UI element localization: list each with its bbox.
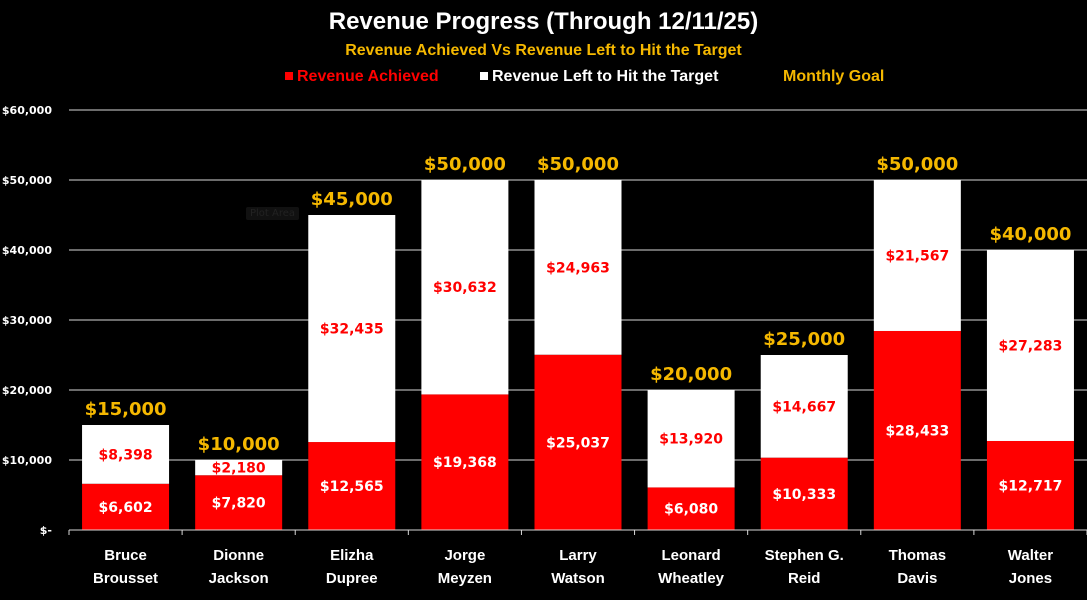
x-tick-label: Meyzen [438,570,492,587]
data-label-goal: $50,000 [537,154,619,175]
legend-item-goal[interactable]: Monthly Goal [783,68,884,86]
y-tick-label: $20,000 [2,384,52,397]
data-label-goal: $40,000 [989,224,1071,245]
data-label-left: $21,567 [885,248,949,264]
data-label-achieved: $6,080 [664,502,718,518]
y-tick-label: $10,000 [2,454,52,467]
data-label-left: $27,283 [999,338,1063,354]
data-label-left: $2,180 [212,461,266,477]
x-tick-label: Jorge [444,547,485,564]
legend-swatch-left [480,72,488,80]
bar-left [195,460,283,476]
x-tick-label: Elizha [330,547,374,564]
x-tick-label: Stephen G. [765,547,844,564]
x-tick-label: Wheatley [658,570,725,587]
data-label-goal: $10,000 [198,434,280,455]
bar-achieved [760,457,848,530]
data-label-goal: $20,000 [650,364,732,385]
data-label-achieved: $12,717 [999,478,1063,494]
data-label-goal: $15,000 [85,399,167,420]
x-tick-label: Dionne [213,547,264,564]
legend-item-achieved[interactable]: Revenue Achieved [285,68,439,86]
bar-left [760,355,848,458]
legend: Revenue Achieved Revenue Left to Hit the… [0,68,1087,88]
x-tick-label: Thomas [889,547,947,564]
y-tick-label: $40,000 [2,244,52,257]
plot-area-tooltip: Plot Area [246,207,300,220]
y-tick-label: $- [40,524,52,537]
legend-label-achieved: Revenue Achieved [297,68,439,85]
x-tick-label: Walter [1008,547,1053,564]
data-label-achieved: $19,368 [433,455,497,471]
x-tick-label: Bruce [104,547,147,564]
data-label-achieved: $7,820 [212,496,266,512]
bar-achieved [82,483,170,530]
chart-title: Revenue Progress (Through 12/11/25) [328,8,759,35]
bar-achieved [873,330,961,530]
bar-left [308,215,396,443]
data-label-goal: $25,000 [763,329,845,350]
bar-achieved [647,487,735,530]
data-label-left: $30,632 [433,280,497,296]
legend-item-left[interactable]: Revenue Left to Hit the Target [480,68,718,86]
bar-achieved [534,354,622,530]
bar-left [82,425,170,484]
bar-achieved [421,394,509,530]
x-tick-label: Jackson [209,570,269,587]
data-label-left: $32,435 [320,322,384,338]
data-label-achieved: $10,333 [772,487,836,503]
bar-achieved [195,475,283,530]
chart-subtitle: Revenue Achieved Vs Revenue Left to Hit … [345,42,742,59]
data-label-achieved: $12,565 [320,479,384,495]
y-tick-label: $50,000 [2,174,52,187]
legend-label-goal: Monthly Goal [783,68,885,85]
y-tick-label: $60,000 [2,104,52,117]
bar-left [421,180,509,395]
x-tick-label: Brousset [93,570,158,587]
data-label-left: $13,920 [659,432,723,448]
x-tick-label: Dupree [326,570,378,587]
bar-achieved [986,440,1074,530]
x-tick-label: Watson [551,570,605,587]
bar-left [986,250,1074,441]
bar-left [534,180,622,355]
data-label-achieved: $6,602 [99,500,153,516]
legend-label-left: Revenue Left to Hit the Target [492,68,719,85]
data-label-goal: $50,000 [876,154,958,175]
x-tick-label: Leonard [662,547,721,564]
data-label-goal: $45,000 [311,189,393,210]
data-label-achieved: $25,037 [546,435,610,451]
bar-left [647,390,735,488]
legend-swatch-achieved [285,72,293,80]
x-tick-label: Reid [788,570,821,587]
data-label-left: $14,667 [772,399,836,415]
data-label-left: $8,398 [99,447,153,463]
data-label-left: $24,963 [546,260,610,276]
x-tick-label: Larry [559,547,597,564]
data-label-achieved: $28,433 [885,423,949,439]
data-label-goal: $50,000 [424,154,506,175]
bar-left [873,180,961,331]
y-tick-label: $30,000 [2,314,52,327]
x-tick-label: Jones [1009,570,1052,587]
x-tick-label: Davis [897,570,937,587]
bar-achieved [308,442,396,530]
